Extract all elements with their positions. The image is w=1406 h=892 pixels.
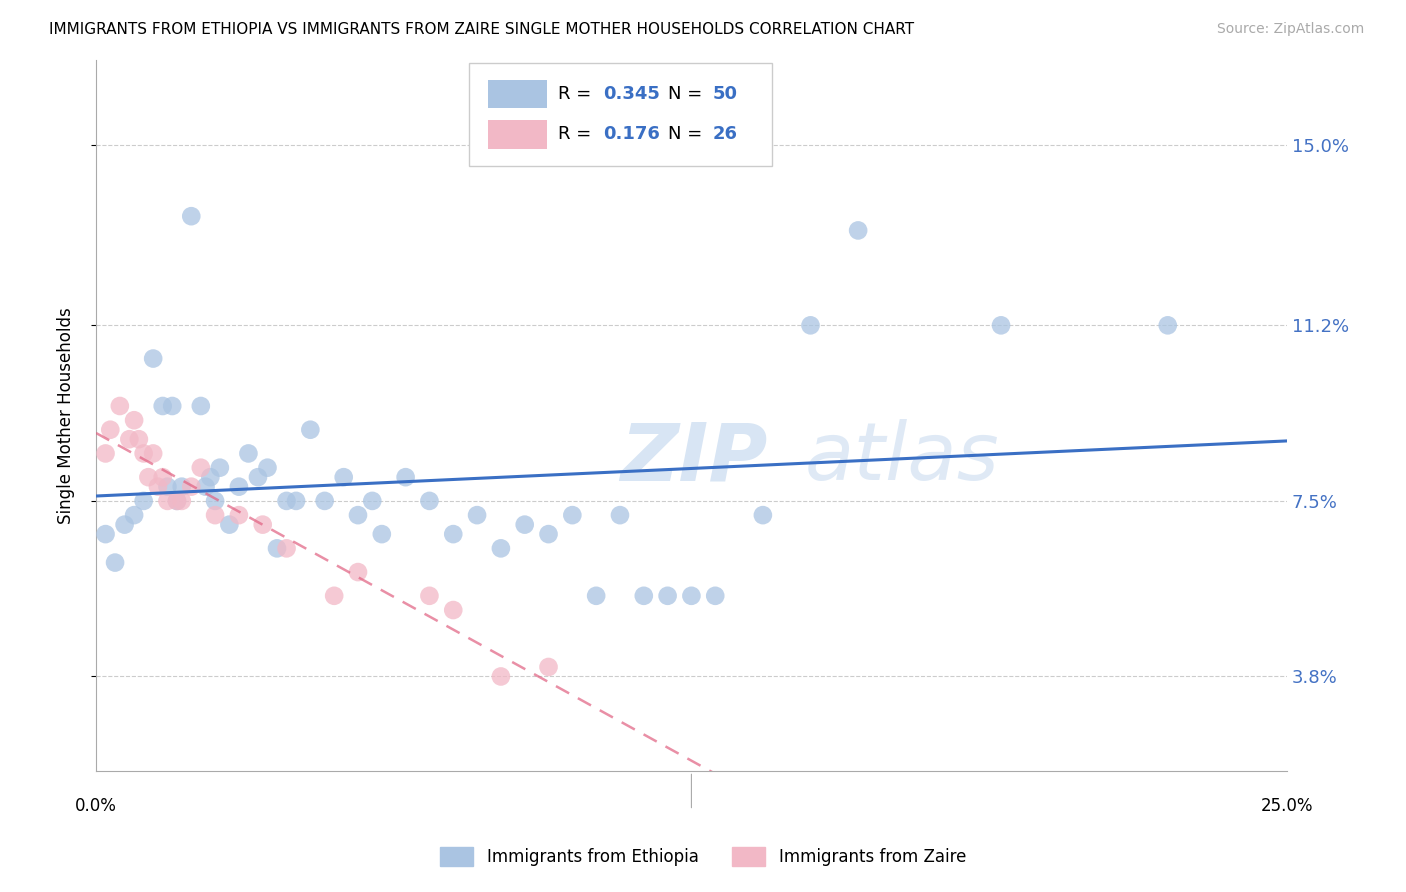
Text: 0.176: 0.176 xyxy=(603,126,661,144)
Point xyxy=(561,508,583,523)
Point xyxy=(418,494,440,508)
Point xyxy=(132,494,155,508)
Point xyxy=(276,541,298,556)
FancyBboxPatch shape xyxy=(468,63,772,167)
Point xyxy=(138,470,160,484)
Point xyxy=(204,494,226,508)
Y-axis label: Single Mother Households: Single Mother Households xyxy=(58,307,75,524)
Point xyxy=(156,480,179,494)
Point xyxy=(152,399,174,413)
Point xyxy=(537,527,560,541)
Point xyxy=(537,660,560,674)
Point xyxy=(799,318,821,333)
Point xyxy=(489,669,512,683)
Point xyxy=(252,517,274,532)
Point xyxy=(681,589,703,603)
Point xyxy=(108,399,131,413)
Point xyxy=(98,423,121,437)
Point xyxy=(118,432,141,446)
Point xyxy=(142,446,165,460)
Point xyxy=(170,494,193,508)
Point xyxy=(361,494,384,508)
Point xyxy=(465,508,488,523)
Point xyxy=(441,527,464,541)
Text: Source: ZipAtlas.com: Source: ZipAtlas.com xyxy=(1216,22,1364,37)
Point xyxy=(609,508,631,523)
Point xyxy=(418,589,440,603)
Point xyxy=(132,446,155,460)
Text: N =: N = xyxy=(668,85,707,103)
Text: ZIP: ZIP xyxy=(620,419,768,497)
Point xyxy=(194,480,217,494)
Point xyxy=(128,432,150,446)
Point xyxy=(228,508,250,523)
Point xyxy=(371,527,394,541)
Text: 0.0%: 0.0% xyxy=(75,797,117,815)
Text: N =: N = xyxy=(668,126,707,144)
Point xyxy=(166,494,188,508)
Point xyxy=(156,494,179,508)
FancyBboxPatch shape xyxy=(488,79,547,108)
Point xyxy=(94,446,117,460)
Point xyxy=(180,209,202,223)
Text: R =: R = xyxy=(558,85,598,103)
Point xyxy=(200,470,222,484)
Point xyxy=(190,460,212,475)
Point xyxy=(122,508,145,523)
Point xyxy=(228,480,250,494)
Point xyxy=(299,423,322,437)
Text: atlas: atlas xyxy=(804,419,1000,497)
Point xyxy=(513,517,536,532)
Point xyxy=(657,589,679,603)
Point xyxy=(246,470,269,484)
Point xyxy=(394,470,416,484)
Point xyxy=(441,603,464,617)
Point xyxy=(332,470,354,484)
Text: 0.345: 0.345 xyxy=(603,85,661,103)
Point xyxy=(94,527,117,541)
Point xyxy=(180,480,202,494)
Text: R =: R = xyxy=(558,126,603,144)
Point xyxy=(238,446,260,460)
Point xyxy=(256,460,278,475)
Point xyxy=(204,508,226,523)
Point xyxy=(846,223,869,237)
Point xyxy=(152,470,174,484)
Point xyxy=(122,413,145,427)
Point xyxy=(990,318,1012,333)
Point xyxy=(276,494,298,508)
Point xyxy=(285,494,308,508)
Point xyxy=(347,508,370,523)
Point xyxy=(585,589,607,603)
Point xyxy=(166,494,188,508)
Point xyxy=(218,517,240,532)
Text: 25.0%: 25.0% xyxy=(1261,797,1313,815)
Point xyxy=(104,556,127,570)
Point xyxy=(1157,318,1180,333)
Text: IMMIGRANTS FROM ETHIOPIA VS IMMIGRANTS FROM ZAIRE SINGLE MOTHER HOUSEHOLDS CORRE: IMMIGRANTS FROM ETHIOPIA VS IMMIGRANTS F… xyxy=(49,22,914,37)
Point xyxy=(160,399,183,413)
FancyBboxPatch shape xyxy=(488,120,547,149)
Point xyxy=(208,460,231,475)
Point xyxy=(704,589,727,603)
Point xyxy=(266,541,288,556)
Point xyxy=(190,399,212,413)
Point xyxy=(323,589,346,603)
Point xyxy=(146,480,169,494)
Point xyxy=(633,589,655,603)
Point xyxy=(314,494,336,508)
Legend: Immigrants from Ethiopia, Immigrants from Zaire: Immigrants from Ethiopia, Immigrants fro… xyxy=(433,840,973,873)
Point xyxy=(142,351,165,366)
Point xyxy=(114,517,136,532)
Text: 50: 50 xyxy=(713,85,738,103)
Point xyxy=(347,565,370,579)
Point xyxy=(489,541,512,556)
Text: 26: 26 xyxy=(713,126,738,144)
Point xyxy=(752,508,775,523)
Point xyxy=(170,480,193,494)
